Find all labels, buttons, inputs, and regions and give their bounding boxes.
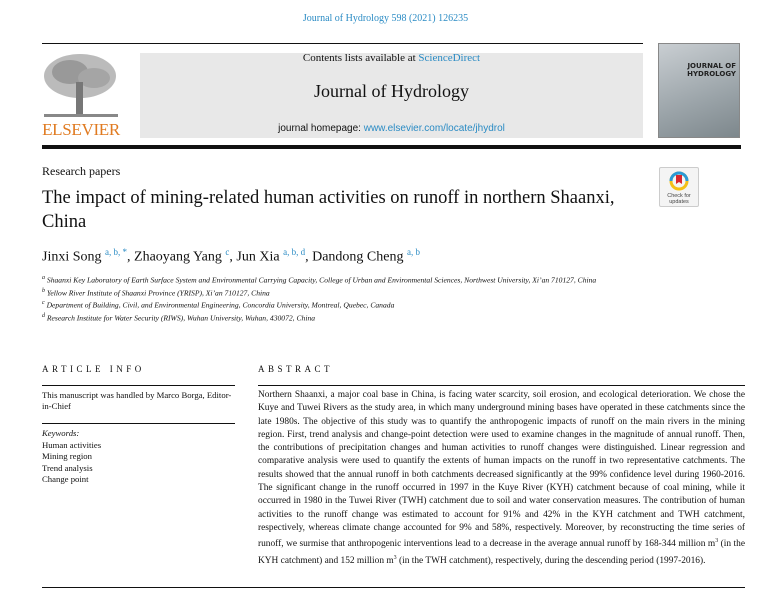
info-rule-top: [42, 385, 235, 386]
author-name[interactable]: Jinxi Song: [42, 249, 102, 265]
journal-title: Journal of Hydrology: [314, 81, 469, 101]
author-affil-marks[interactable]: a, b, *: [105, 247, 128, 257]
superscript: 3: [393, 554, 397, 561]
sciencedirect-link[interactable]: ScienceDirect: [418, 52, 481, 64]
affiliation-key: b: [42, 287, 45, 294]
article-title: The impact of mining-related human activ…: [42, 188, 615, 232]
abstract-heading: ABSTRACT: [258, 364, 334, 374]
keyword: Change point: [42, 474, 89, 484]
keywords-block: Keywords: Human activities Mining region…: [42, 428, 101, 486]
abstract-text: Northern Shaanxi, a major coal base in C…: [258, 389, 745, 568]
abstract-rule-top: [258, 385, 745, 386]
abstract-part: (in the TWH catchment), respectively, du…: [396, 555, 706, 566]
keyword: Mining region: [42, 451, 92, 461]
author-affil-marks[interactable]: c: [225, 247, 230, 257]
homepage-link[interactable]: www.elsevier.com/locate/jhydrol: [363, 123, 505, 134]
top-rule: [42, 43, 643, 44]
affiliation-key: d: [42, 312, 45, 319]
header-thick-rule: [42, 145, 741, 149]
homepage-prefix: journal homepage:: [278, 123, 364, 134]
check-updates-label: Check for updates: [667, 193, 691, 205]
check-for-updates-button[interactable]: Check for updates: [659, 167, 699, 207]
keywords-label: Keywords:: [42, 428, 80, 438]
author-affil-marks[interactable]: a, b, d: [283, 247, 306, 257]
author-name[interactable]: Zhaoyang Yang: [134, 249, 222, 265]
journal-banner: Contents lists available at ScienceDirec…: [140, 52, 643, 138]
elsevier-logo[interactable]: ELSEVIER: [40, 52, 122, 140]
abstract-rule-bottom: [42, 587, 745, 588]
affiliation-text: Department of Building, Civil, and Envir…: [46, 300, 395, 310]
check-updates-icon: [669, 171, 689, 191]
author-affil-marks[interactable]: a, b: [406, 247, 420, 257]
journal-cover[interactable]: JOURNAL OF HYDROLOGY: [658, 43, 740, 138]
affiliation-item: b Yellow River Institute of Shaanxi Prov…: [42, 286, 662, 299]
abstract-part: (in the KYH catchment) and 152 million m: [258, 539, 745, 566]
author-list: Jinxi Song a, b, *, Zhaoyang Yang c, Jun…: [42, 247, 420, 265]
superscript: 3: [715, 538, 719, 545]
cover-title: JOURNAL OF HYDROLOGY: [687, 62, 736, 78]
affiliation-item: a Shaanxi Key Laboratory of Earth Surfac…: [42, 273, 662, 286]
author-name[interactable]: Jun Xia: [236, 249, 280, 265]
tree-icon: [44, 54, 118, 117]
homepage-line: journal homepage: www.elsevier.com/locat…: [140, 123, 643, 134]
author-name[interactable]: Dandong Cheng: [312, 249, 404, 265]
affiliation-key: a: [42, 275, 45, 281]
info-rule-mid: [42, 423, 235, 424]
contents-prefix: Contents lists available at: [302, 52, 419, 64]
journal-citation[interactable]: Journal of Hydrology 598 (2021) 126235: [302, 13, 469, 24]
affiliation-item: c Department of Building, Civil, and Env…: [42, 298, 662, 311]
affiliation-text: Shaanxi Key Laboratory of Earth Surface …: [46, 275, 597, 285]
affiliations: a Shaanxi Key Laboratory of Earth Surfac…: [42, 273, 662, 323]
abstract-part: Northern Shaanxi, a major coal base in C…: [258, 390, 745, 550]
keyword: Human activities: [42, 439, 102, 450]
elsevier-wordmark: ELSEVIER: [42, 120, 120, 139]
article-info-heading: ARTICLE INFO: [42, 364, 145, 374]
affiliation-key: c: [42, 300, 45, 307]
handled-by-note: This manuscript was handled by Marco Bor…: [42, 390, 232, 411]
contents-line: Contents lists available at ScienceDirec…: [140, 52, 643, 64]
affiliation-text: Yellow River Institute of Shaanxi Provin…: [46, 288, 270, 298]
affiliation-item: d Research Institute for Water Security …: [42, 311, 662, 324]
section-label: Research papers: [42, 164, 121, 178]
affiliation-text: Research Institute for Water Security (R…: [46, 313, 316, 323]
keyword: Trend analysis: [42, 462, 93, 473]
